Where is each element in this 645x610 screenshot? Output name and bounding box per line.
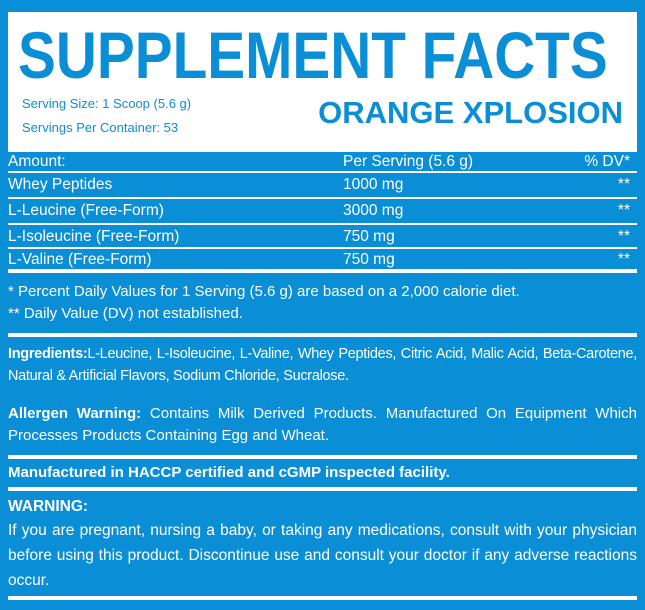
divider — [8, 247, 637, 249]
column-per-serving: Per Serving (5.6 g) — [343, 153, 474, 170]
table-row: L-Leucine (Free-Form) 3000 mg ** — [8, 201, 630, 223]
nutrient-name: L-Isoleucine (Free-Form) — [8, 228, 180, 245]
facility-statement: Manufactured in HACCP certified and cGMP… — [8, 464, 450, 481]
footnote-not-established: ** Daily Value (DV) not established. — [8, 305, 243, 322]
serving-size: Serving Size: 1 Scoop (5.6 g) — [22, 96, 192, 111]
nutrient-name: L-Valine (Free-Form) — [8, 251, 152, 268]
table-row: L-Isoleucine (Free-Form) 750 mg ** — [8, 227, 630, 249]
warning-text: If you are pregnant, nursing a baby, or … — [8, 522, 637, 589]
nutrient-dv: ** — [617, 176, 630, 193]
column-dv: % DV* — [584, 153, 630, 170]
allergen-text: Contains Milk Derived Products. Manufact… — [8, 405, 637, 444]
table-row: Whey Peptides 1000 mg ** — [8, 175, 630, 197]
ingredients-text: L-Leucine, L-Isoleucine, L-Valine, Whey … — [8, 346, 637, 384]
divider — [8, 269, 637, 273]
nutrient-dv: ** — [617, 251, 630, 268]
nutrient-amount: 3000 mg — [343, 202, 404, 219]
column-amount: Amount: — [8, 153, 66, 170]
divider — [8, 197, 637, 199]
table-header: Amount: Per Serving (5.6 g) % DV* — [8, 152, 630, 174]
divider — [8, 455, 637, 459]
label-title: SUPPLEMENT FACTS — [18, 18, 608, 92]
label-details: * Percent Daily Values for 1 Serving (5.… — [8, 281, 637, 600]
divider — [8, 487, 637, 491]
flavor-name: ORANGE XPLOSION — [318, 95, 623, 130]
ingredients-label: Ingredients: — [8, 346, 88, 362]
nutrient-amount: 1000 mg — [343, 176, 404, 193]
nutrient-dv: ** — [617, 228, 630, 245]
nutrient-amount: 750 mg — [343, 251, 395, 268]
warning-label: WARNING: — [8, 498, 89, 515]
allergen-label: Allergen Warning: — [8, 405, 142, 422]
divider — [8, 596, 637, 600]
divider — [8, 171, 637, 173]
nutrient-name: Whey Peptides — [8, 176, 113, 193]
allergen-warning: Allergen Warning: Contains Milk Derived … — [8, 403, 637, 447]
nutrient-dv: ** — [617, 202, 630, 219]
footnote-dv: * Percent Daily Values for 1 Serving (5.… — [8, 283, 520, 300]
divider — [8, 223, 637, 225]
nutrient-name: L-Leucine (Free-Form) — [8, 202, 164, 219]
header-box — [8, 12, 637, 152]
nutrient-amount: 750 mg — [343, 228, 395, 245]
servings-per-container: Servings Per Container: 53 — [22, 120, 179, 135]
divider — [8, 333, 637, 337]
ingredients: Ingredients:L-Leucine, L-Isoleucine, L-V… — [8, 343, 637, 387]
table-row: L-Valine (Free-Form) 750 mg ** — [8, 250, 630, 272]
